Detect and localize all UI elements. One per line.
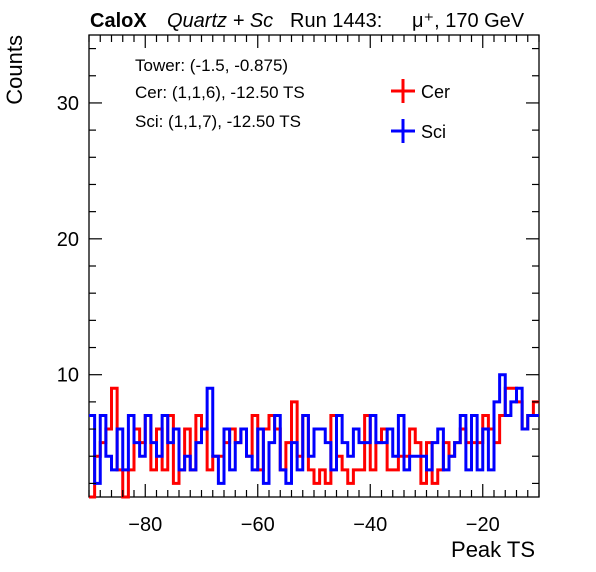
tick-layer: −80 −60 −40 −20 10 20 30 (57, 35, 540, 536)
beam-title: μ⁺, 170 GeV (412, 10, 525, 32)
x-tick-label: −40 (353, 514, 387, 536)
x-axis-label: Peak TS (451, 537, 535, 562)
x-tick-label: −20 (466, 514, 500, 536)
x-tick-label: −60 (241, 514, 275, 536)
x-tick-label: −80 (128, 514, 162, 536)
material-title: Quartz + Sc (167, 10, 273, 32)
tower-info: Tower: (-1.5, -0.875) (135, 56, 288, 75)
legend: Cer Sci (391, 79, 450, 143)
series-layer (89, 373, 539, 499)
legend-cer-label: Cer (421, 82, 450, 102)
info-box (120, 48, 390, 145)
run-title: Run 1443: (290, 10, 382, 32)
y-axis-label: Counts (2, 35, 27, 105)
series-sci-line (89, 373, 539, 485)
sci-info: Sci: (1,1,7), -12.50 TS (135, 112, 301, 131)
y-tick-label: 20 (57, 229, 79, 251)
cer-info: Cer: (1,1,6), -12.50 TS (135, 83, 305, 102)
y-tick-label: 10 (57, 365, 79, 387)
legend-sci-label: Sci (421, 122, 446, 142)
brand-title: CaloX (90, 10, 147, 32)
y-tick-label: 30 (57, 93, 79, 115)
